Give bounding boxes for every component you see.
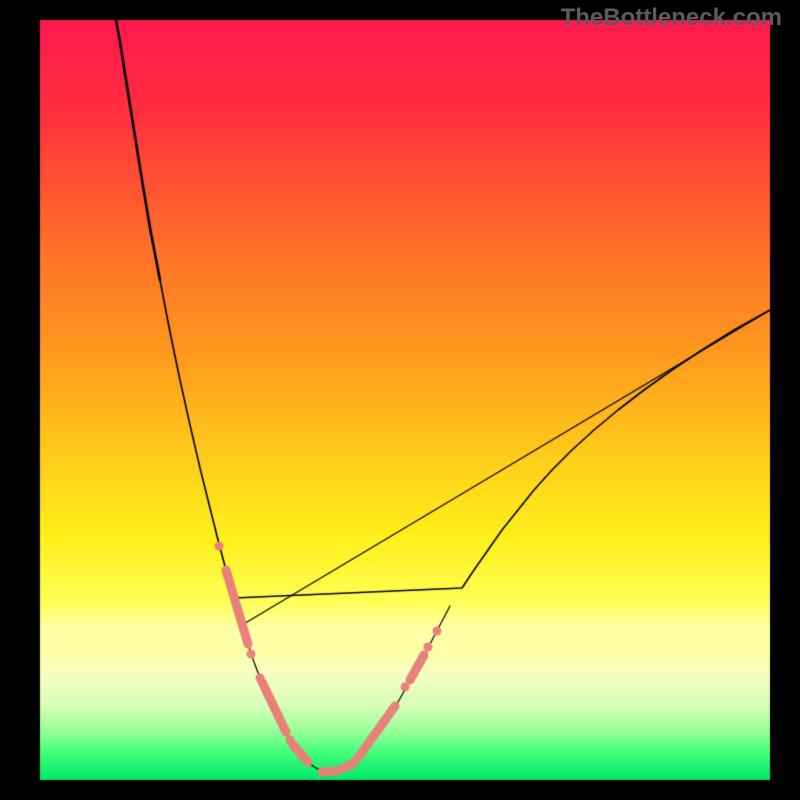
chart-canvas — [0, 0, 800, 800]
